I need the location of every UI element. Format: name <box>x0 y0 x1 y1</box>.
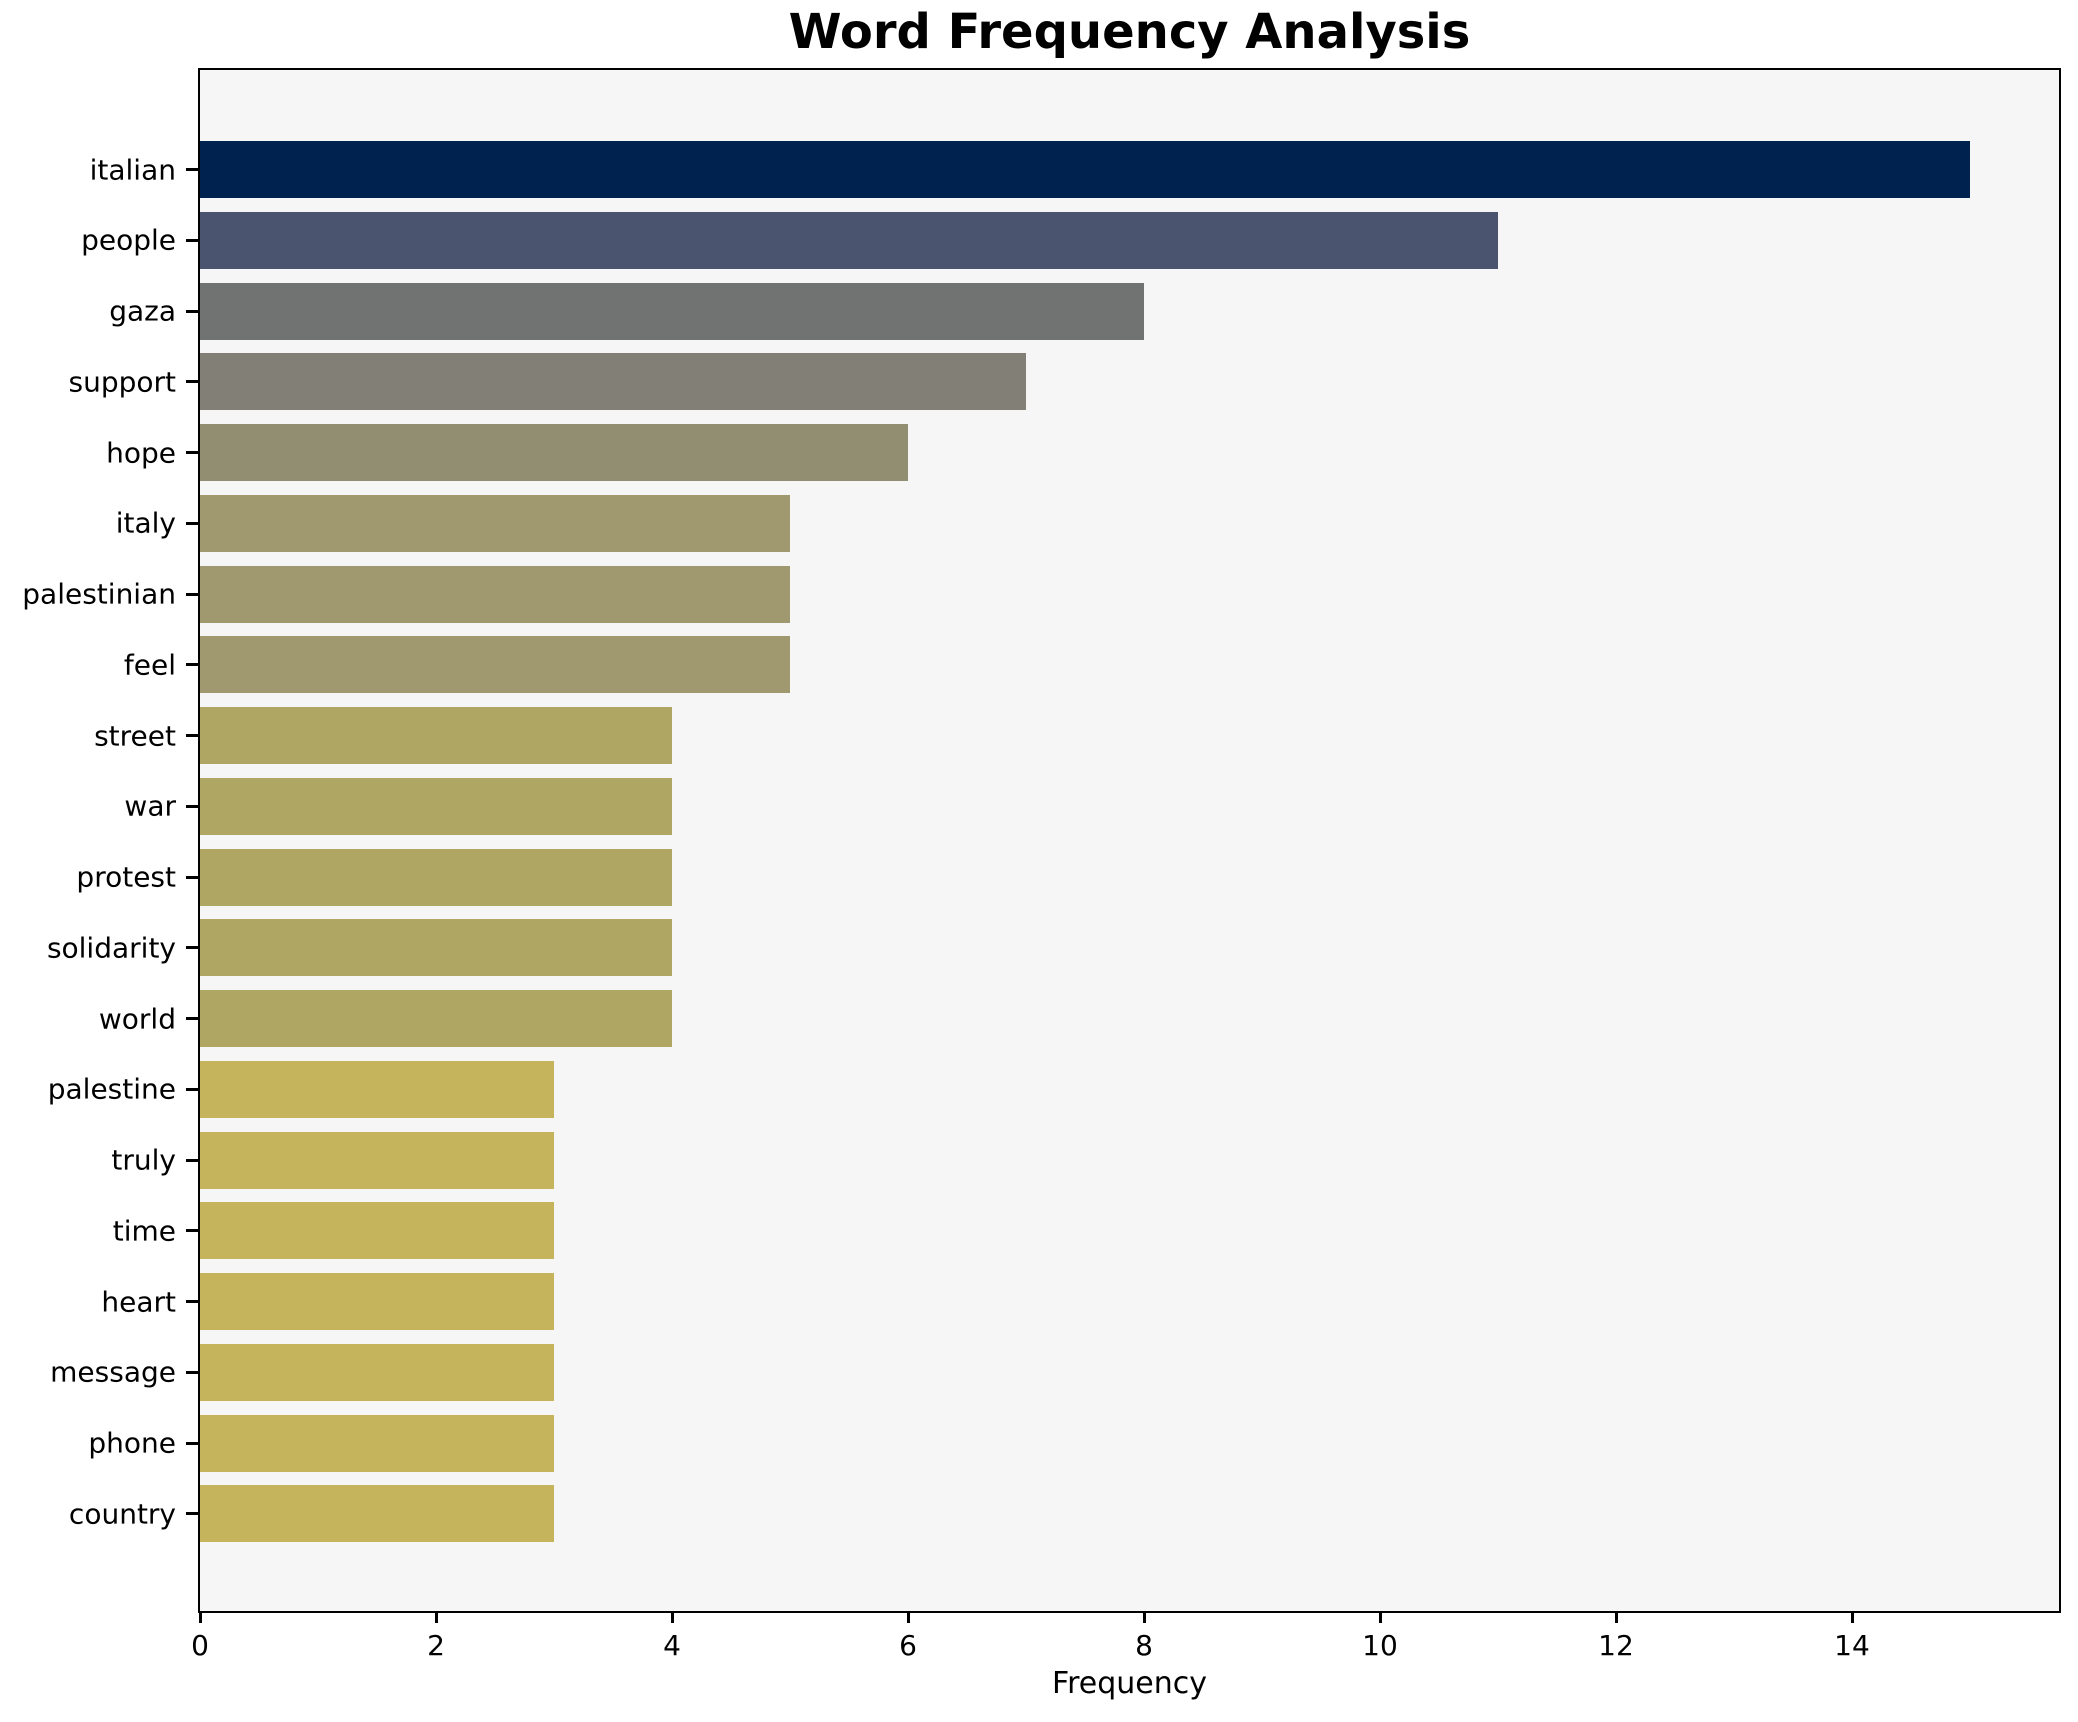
xtick-mark <box>670 1611 674 1623</box>
bar-palestinian <box>200 565 790 623</box>
bar-italian <box>200 141 1970 198</box>
ytick-mark <box>186 521 198 525</box>
ytick-mark <box>186 1370 198 1374</box>
bar-support <box>200 353 1026 411</box>
ytick-label-palestine: palestine <box>47 1072 176 1106</box>
ytick-mark <box>186 1229 198 1233</box>
ytick-label-italy: italy <box>115 506 176 540</box>
xtick-label-2: 2 <box>427 1629 445 1662</box>
bar-hope <box>200 424 908 482</box>
xtick-mark <box>1614 1611 1618 1623</box>
ytick-mark <box>186 1017 198 1021</box>
bar-phone <box>200 1414 554 1472</box>
ytick-label-protest: protest <box>76 860 176 894</box>
ytick-label-people: people <box>81 223 176 257</box>
ytick-mark <box>186 592 198 596</box>
xtick-label-4: 4 <box>663 1629 681 1662</box>
ytick-label-country: country <box>68 1497 176 1531</box>
bar-solidarity <box>200 919 672 977</box>
bar-war <box>200 777 672 835</box>
ytick-label-feel: feel <box>123 648 176 682</box>
xtick-label-10: 10 <box>1362 1629 1398 1662</box>
bar-people <box>200 211 1498 269</box>
chart-title: Word Frequency Analysis <box>788 4 1471 60</box>
x-axis-label: Frequency <box>1052 1666 1207 1701</box>
bar-palestine <box>200 1060 554 1118</box>
ytick-label-phone: phone <box>88 1426 176 1460</box>
xtick-mark <box>906 1611 910 1623</box>
xtick-label-6: 6 <box>899 1629 917 1662</box>
ytick-label-truly: truly <box>111 1143 176 1177</box>
ytick-mark <box>186 451 198 455</box>
ytick-mark <box>186 804 198 808</box>
ytick-label-support: support <box>68 365 176 399</box>
bar-street <box>200 707 672 765</box>
ytick-label-street: street <box>94 719 176 753</box>
bar-gaza <box>200 282 1144 340</box>
ytick-label-war: war <box>124 789 176 823</box>
bar-message <box>200 1343 554 1401</box>
bar-truly <box>200 1131 554 1189</box>
ytick-label-italian: italian <box>89 153 176 186</box>
bar-italy <box>200 494 790 552</box>
bar-protest <box>200 848 672 906</box>
xtick-label-14: 14 <box>1834 1629 1870 1662</box>
bar-heart <box>200 1273 554 1331</box>
ytick-label-world: world <box>98 1002 176 1036</box>
ytick-mark <box>186 1300 198 1304</box>
bar-world <box>200 990 672 1048</box>
ytick-label-message: message <box>50 1355 176 1389</box>
ytick-mark <box>186 946 198 950</box>
ytick-label-heart: heart <box>101 1285 176 1319</box>
bar-time <box>200 1202 554 1260</box>
xtick-label-8: 8 <box>1135 1629 1153 1662</box>
xtick-mark <box>434 1611 438 1623</box>
xtick-mark <box>1378 1611 1382 1623</box>
ytick-label-solidarity: solidarity <box>46 931 176 965</box>
bar-feel <box>200 636 790 694</box>
ytick-mark <box>186 1441 198 1445</box>
bar-country <box>200 1485 554 1543</box>
xtick-mark <box>198 1611 202 1623</box>
ytick-label-hope: hope <box>106 436 176 470</box>
ytick-mark <box>186 1087 198 1091</box>
ytick-label-gaza: gaza <box>109 294 176 328</box>
ytick-mark <box>186 734 198 738</box>
xtick-label-12: 12 <box>1598 1629 1634 1662</box>
ytick-mark <box>186 1158 198 1162</box>
xtick-label-0: 0 <box>191 1629 209 1662</box>
ytick-mark <box>186 1512 198 1516</box>
ytick-mark <box>186 875 198 879</box>
plot-area <box>198 68 2061 1613</box>
bars-container <box>200 70 2059 1611</box>
ytick-label-palestinian: palestinian <box>22 577 176 611</box>
ytick-mark <box>186 238 198 242</box>
ytick-mark <box>186 168 198 171</box>
xtick-mark <box>1142 1611 1146 1623</box>
ytick-mark <box>186 309 198 313</box>
ytick-mark <box>186 380 198 384</box>
xtick-mark <box>1850 1611 1854 1623</box>
ytick-label-time: time <box>112 1214 176 1248</box>
ytick-mark <box>186 663 198 667</box>
